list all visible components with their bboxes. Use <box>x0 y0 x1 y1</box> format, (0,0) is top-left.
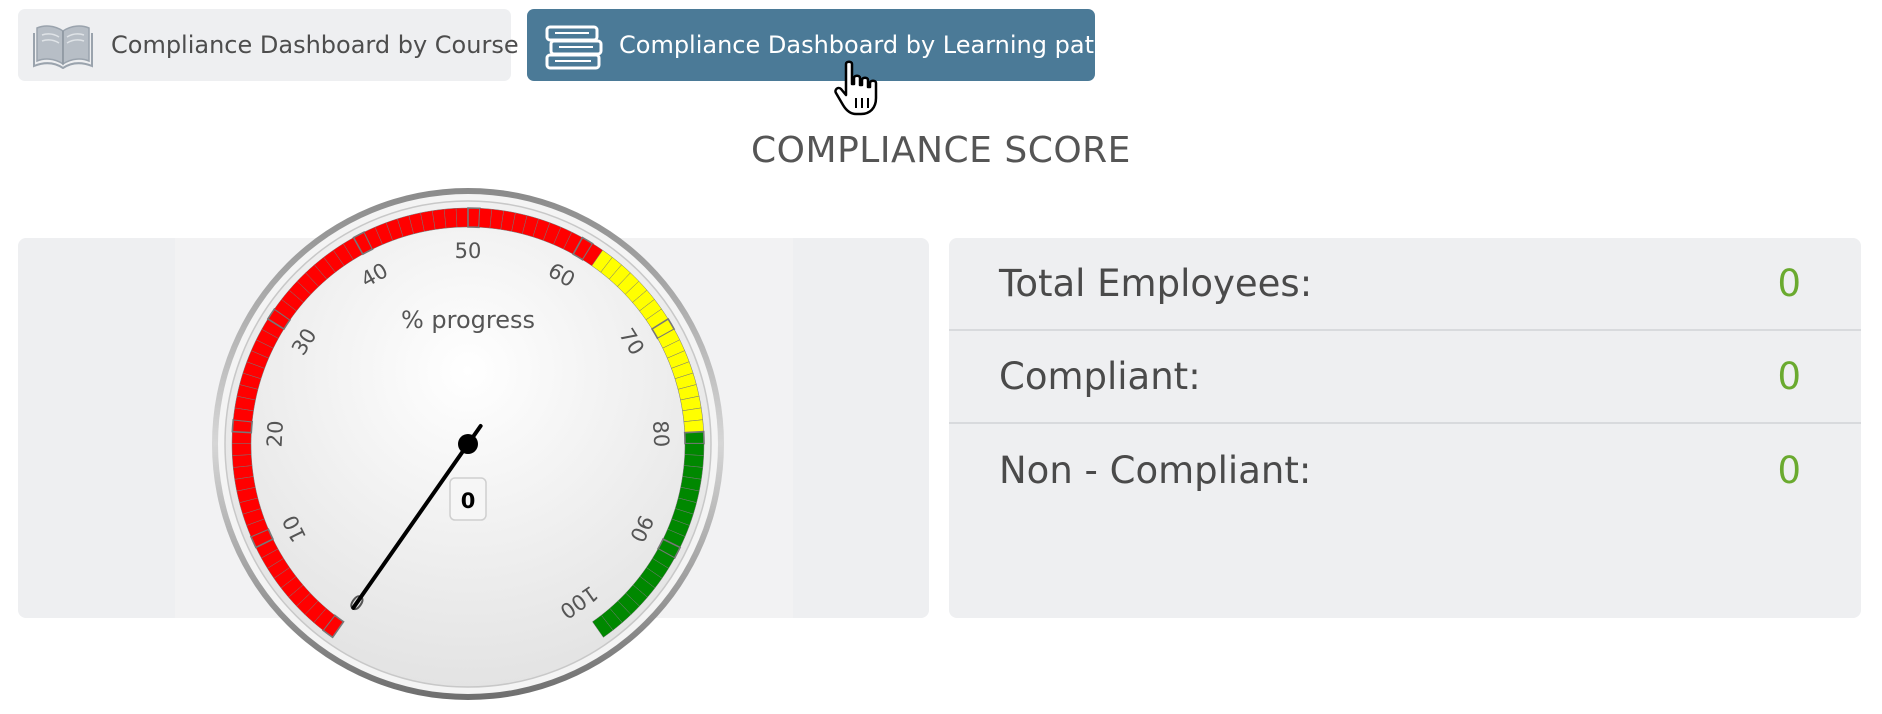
gauge-band-segment <box>231 431 252 444</box>
open-book-icon <box>32 21 94 73</box>
stat-label: Non - Compliant: <box>999 449 1312 492</box>
gauge-band-segment <box>683 430 705 445</box>
tab-compliance-by-learning-path[interactable]: Compliance Dashboard by Learning path <box>527 9 1109 81</box>
gauge-needle <box>351 423 483 610</box>
gauge-band-segment <box>232 454 253 468</box>
gauge-band-segment <box>467 207 481 229</box>
gauge-band-segment <box>231 418 254 434</box>
gauge-value-box <box>449 477 487 521</box>
stat-label: Compliant: <box>999 355 1201 398</box>
gauge-tick-label: 50 <box>455 239 482 263</box>
stat-value: 0 <box>1777 262 1801 305</box>
stats-panel: Total Employees: 0 Compliant: 0 Non - Co… <box>949 238 1861 618</box>
gauge-needle-hub <box>458 434 478 454</box>
gauge-band-segment <box>592 614 614 638</box>
gauge-band-segment <box>231 443 252 456</box>
gauge-band-segment <box>683 419 704 433</box>
gauge-band-segment <box>478 208 493 229</box>
page-title: COMPLIANCE SCORE <box>751 130 1131 171</box>
book-stack-icon <box>543 19 605 75</box>
stat-total-employees: Total Employees: 0 <box>949 238 1861 331</box>
tab-path-label: Compliance Dashboard by Learning path <box>619 31 1110 59</box>
gauge-tick-label: 80 <box>648 420 673 448</box>
stat-non-compliant: Non - Compliant: 0 <box>949 424 1861 517</box>
gauge-value-label: 0 <box>461 489 476 513</box>
tab-compliance-by-course[interactable]: Compliance Dashboard by Course <box>18 9 519 81</box>
stat-label: Total Employees: <box>999 262 1313 305</box>
hand-cursor-icon <box>834 60 884 122</box>
stat-value: 0 <box>1777 449 1801 492</box>
gauge-tick-label: 20 <box>263 420 288 448</box>
stat-compliant: Compliant: 0 <box>949 331 1861 424</box>
gauge-band-segment <box>684 443 705 456</box>
tab-course-label: Compliance Dashboard by Course <box>111 31 519 59</box>
gauge-band-segment <box>443 208 458 229</box>
gauge-band-segment <box>683 454 704 468</box>
gauge-band-segment <box>455 207 469 228</box>
gauge-title: % progress <box>401 306 535 334</box>
stat-value: 0 <box>1777 355 1801 398</box>
